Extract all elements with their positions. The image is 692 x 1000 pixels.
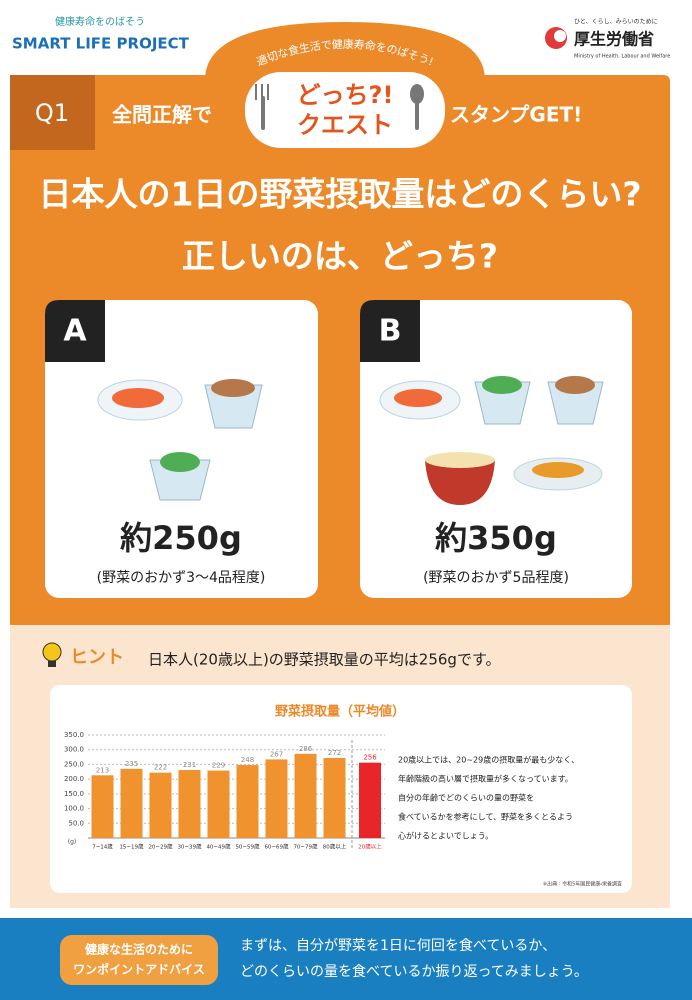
option-tag <box>360 300 420 362</box>
advice-text: まずは、自分が野菜を1日に何回を食べているか、 <box>240 938 556 954</box>
option-amount: 約250g <box>120 519 242 557</box>
value-label: 286 <box>299 745 313 753</box>
advice-badge <box>60 935 218 985</box>
y-tick-label: 50.0 <box>68 819 84 827</box>
value-label: 256 <box>363 754 377 762</box>
bar <box>265 759 288 838</box>
q-label: Q1 <box>35 99 69 127</box>
bar <box>207 770 230 838</box>
food-illustration <box>379 376 604 505</box>
bar <box>294 753 317 838</box>
chart-title: 野菜摂取量（平均値） <box>275 704 405 720</box>
chart-note: 食べているかを参考にして、野菜を多くとるよう <box>398 812 573 822</box>
y-tick-label: 200.0 <box>64 775 84 783</box>
bar <box>323 757 346 838</box>
x-tick-label: 20歳以上 <box>358 843 382 851</box>
bar <box>120 768 143 838</box>
x-tick-label: 30~39歳 <box>177 843 202 851</box>
option-label: A <box>63 314 87 349</box>
value-label: 222 <box>154 764 167 772</box>
logo-line: どっち?! <box>297 81 394 109</box>
x-tick-label: 20~29歳 <box>148 843 173 851</box>
y-tick-label: 150.0 <box>64 790 84 798</box>
bar <box>236 765 259 838</box>
option-note: (野菜のおかず5品程度) <box>423 570 569 586</box>
banner-right: スタンプGET! <box>450 103 582 127</box>
ministry-tagline: ひと、くらし、みらいのために <box>574 19 658 26</box>
value-label: 229 <box>212 762 225 770</box>
brand: SMART LIFE PROJECT <box>12 35 190 53</box>
y-unit: (g) <box>68 839 77 846</box>
logo-line: クエスト <box>297 111 393 139</box>
y-tick-label: 250.0 <box>64 760 84 768</box>
fork-icon <box>255 84 269 130</box>
option-tag <box>45 300 105 362</box>
question: 日本人の1日の野菜摂取量はどのくらい? <box>38 175 641 214</box>
option-card <box>45 300 318 598</box>
hint-text: 日本人(20歳以上)の野菜摂取量の平均は256gです。 <box>148 651 500 669</box>
x-tick-label: 40~49歳 <box>206 843 231 851</box>
hint-label: ヒント <box>70 647 124 668</box>
bar <box>149 772 172 838</box>
bar <box>91 775 114 838</box>
x-tick-label: 7~14歳 <box>92 843 113 851</box>
bar <box>359 762 381 838</box>
y-tick-label: 350.0 <box>64 731 84 739</box>
x-tick-label: 15~19歳 <box>119 843 144 851</box>
logo-badge <box>245 72 445 148</box>
value-label: 231 <box>183 761 196 769</box>
chart-note: 自分の年齢でどのくらいの量の野菜を <box>398 793 534 803</box>
value-label: 235 <box>125 760 138 768</box>
chart-note: 年齢階級の高い層で摂取量が多くなっています。 <box>398 774 573 784</box>
value-label: 267 <box>270 750 283 758</box>
chart: 50.0 100.0 150.0 200.0 250.0 300.0 350.0 213 7~1… <box>64 731 385 851</box>
y-tick-label: 300.0 <box>64 746 84 754</box>
advice-text: どのくらいの量を食べているか振り返ってみましょう。 <box>240 964 588 980</box>
banner-left: 全問正解で <box>112 103 212 127</box>
advice-badge-text: ワンポイントアドバイス <box>73 962 205 977</box>
source: ※出典：令和5年国民健康・栄養調査 <box>543 881 622 888</box>
x-tick-label: 80歳以上 <box>323 843 347 851</box>
food-illustration <box>97 379 263 501</box>
value-label: 213 <box>96 766 109 774</box>
value-label: 248 <box>241 756 254 764</box>
option-note: (野菜のおかず3～4品程度) <box>97 570 266 586</box>
x-tick-label: 50~59歳 <box>235 843 260 851</box>
advice-badge-text: 健康な生活のために <box>84 942 193 957</box>
bulb-icon <box>48 661 56 667</box>
option-amount: 約350g <box>435 519 557 557</box>
brand-tagline: 健康寿命をのばそう <box>55 15 145 28</box>
q-tab <box>10 75 95 150</box>
bulb-icon <box>42 642 62 662</box>
ministry-en: Ministry of Health, Labour and Welfare <box>574 54 670 60</box>
chart-note: 20歳以上では、20~29歳の摂取量が最も少なく、 <box>398 755 579 765</box>
ministry-icon <box>554 30 566 42</box>
value-label: 272 <box>328 749 341 757</box>
chart-note: 心がけるとよいでしょう。 <box>398 831 493 841</box>
question: 正しいのは、どっち? <box>182 237 498 276</box>
y-tick-label: 100.0 <box>64 805 84 813</box>
ministry: 厚生労働省 <box>574 30 654 49</box>
option-card <box>360 300 632 598</box>
x-tick-label: 60~69歳 <box>264 843 289 851</box>
x-tick-label: 70~79歳 <box>293 843 318 851</box>
spoon-icon <box>410 84 424 130</box>
logo-dome <box>205 22 485 80</box>
option-label: B <box>379 314 402 349</box>
bar <box>178 770 201 838</box>
